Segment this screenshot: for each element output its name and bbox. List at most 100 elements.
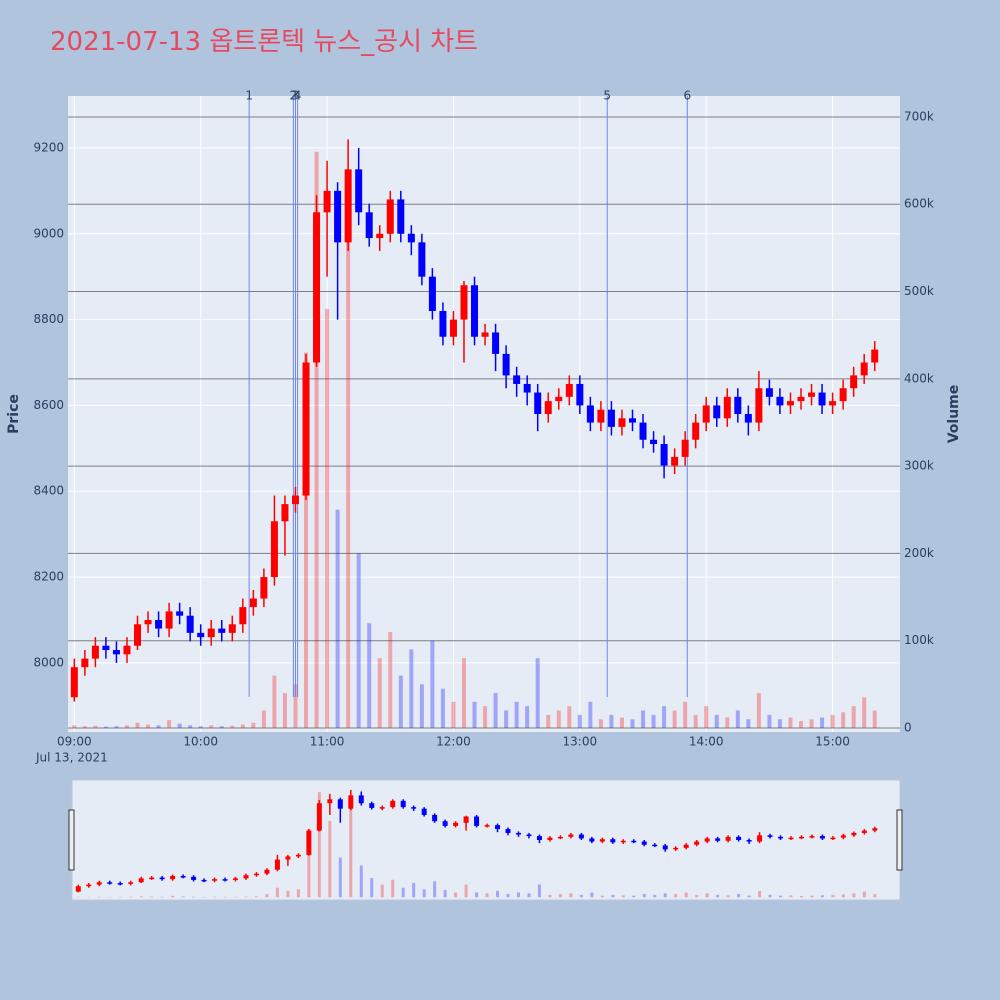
- candle-body: [597, 409, 605, 423]
- volume-bar: [209, 725, 214, 728]
- slider-candle-body: [536, 836, 542, 840]
- slider-candle-body: [578, 834, 584, 839]
- slider-volume-bar: [684, 892, 688, 898]
- slider-candle-body: [285, 856, 291, 860]
- candle-body: [808, 392, 816, 397]
- slider-candle-body: [589, 838, 595, 842]
- y-tick-label: 9200: [33, 140, 64, 154]
- slider-volume-bar: [810, 895, 814, 898]
- candle-body: [144, 619, 152, 625]
- volume-bar: [651, 714, 656, 728]
- slider-candle-body: [86, 884, 92, 887]
- candle-body: [134, 624, 142, 646]
- candle-body: [344, 169, 352, 243]
- slider-volume-bar: [558, 894, 562, 898]
- volume-bar: [325, 308, 330, 728]
- candle-body: [281, 504, 289, 522]
- candle-body: [681, 439, 689, 457]
- slider-volume-bar: [433, 881, 437, 898]
- slider-volume-bar: [674, 894, 678, 898]
- x-tick-label: 13:00: [563, 735, 598, 749]
- y-tick-label: 8600: [33, 398, 64, 412]
- candle-body: [197, 632, 205, 638]
- slider-volume-bar: [841, 894, 845, 898]
- slider-candle-body: [191, 876, 197, 880]
- volume-bar: [198, 726, 203, 728]
- slider-candle-body: [128, 882, 134, 884]
- slider-candle-body: [170, 876, 176, 880]
- slider-candle-body: [599, 839, 605, 842]
- volume-bar: [598, 719, 603, 728]
- slider-volume-bar: [537, 884, 541, 898]
- candle-body: [155, 619, 163, 629]
- volume-bar: [451, 701, 456, 728]
- volume-bar: [756, 693, 761, 728]
- slider-candle-body: [620, 840, 626, 843]
- volume-bar: [641, 710, 646, 728]
- range-slider[interactable]: [71, 779, 901, 901]
- slider-volume-bar: [275, 887, 279, 898]
- slider-handle[interactable]: [896, 809, 903, 871]
- volume-bar: [314, 151, 319, 728]
- slider-candle-body: [348, 795, 354, 809]
- slider-volume-bar: [171, 895, 175, 898]
- slider-candle-body: [484, 825, 490, 827]
- volume-bar: [777, 719, 782, 728]
- event-label: 5: [603, 89, 611, 103]
- volume-bar: [556, 710, 561, 728]
- candle-body: [650, 439, 658, 445]
- slider-candle-body: [662, 845, 668, 850]
- volume-bar: [430, 640, 435, 728]
- candle-body: [818, 392, 826, 406]
- candle-body: [618, 418, 626, 427]
- candle-body: [734, 396, 742, 414]
- slider-volume-bar: [475, 892, 479, 898]
- candle-body: [723, 396, 731, 419]
- volume-bar: [282, 693, 287, 728]
- volume-bar: [535, 658, 540, 728]
- slider-volume-bar: [695, 894, 699, 898]
- event-label: 2: [290, 89, 298, 103]
- slider-candle-body: [463, 816, 469, 823]
- candle-body: [786, 401, 794, 406]
- candle-body: [302, 362, 310, 496]
- candle-body: [502, 353, 510, 376]
- volume-bar: [103, 726, 108, 728]
- slider-candle-body: [295, 854, 301, 857]
- slider-volume-bar: [862, 891, 866, 898]
- slider-candle-body: [798, 836, 804, 839]
- y2-tick-label: 0: [904, 720, 912, 734]
- slider-candle-body: [390, 800, 396, 808]
- slider-candle-body: [809, 836, 815, 838]
- volume-bar: [156, 725, 161, 728]
- slider-candle-body: [568, 834, 574, 837]
- y-tick-label: 8000: [33, 655, 64, 669]
- y-tick-label: 9000: [33, 226, 64, 240]
- candle-body: [376, 233, 384, 239]
- slider-volume-bar: [338, 857, 342, 898]
- slider-candle-body: [725, 836, 731, 841]
- volume-bar: [230, 725, 235, 728]
- x-tick-label: 10:00: [183, 735, 218, 749]
- event-label: 6: [683, 89, 691, 103]
- volume-bar: [735, 710, 740, 728]
- slider-handle[interactable]: [68, 809, 75, 871]
- candle-body: [418, 242, 426, 277]
- slider-volume-bar: [349, 795, 353, 898]
- candle-body: [607, 409, 615, 427]
- slider-candle-body: [767, 835, 773, 837]
- candle-body: [797, 396, 805, 402]
- volume-bar: [862, 697, 867, 728]
- slider-volume-bar: [527, 893, 531, 898]
- volume-bar: [619, 717, 624, 728]
- slider-volume-bar: [779, 895, 783, 898]
- volume-bar: [851, 706, 856, 728]
- slider-volume-bar: [726, 895, 730, 898]
- candle-body: [692, 422, 700, 440]
- candle-body: [239, 607, 247, 625]
- volume-bar: [841, 712, 846, 728]
- event-label: 1: [245, 89, 253, 103]
- candle-body: [397, 199, 405, 234]
- slider-candle-body: [495, 825, 501, 830]
